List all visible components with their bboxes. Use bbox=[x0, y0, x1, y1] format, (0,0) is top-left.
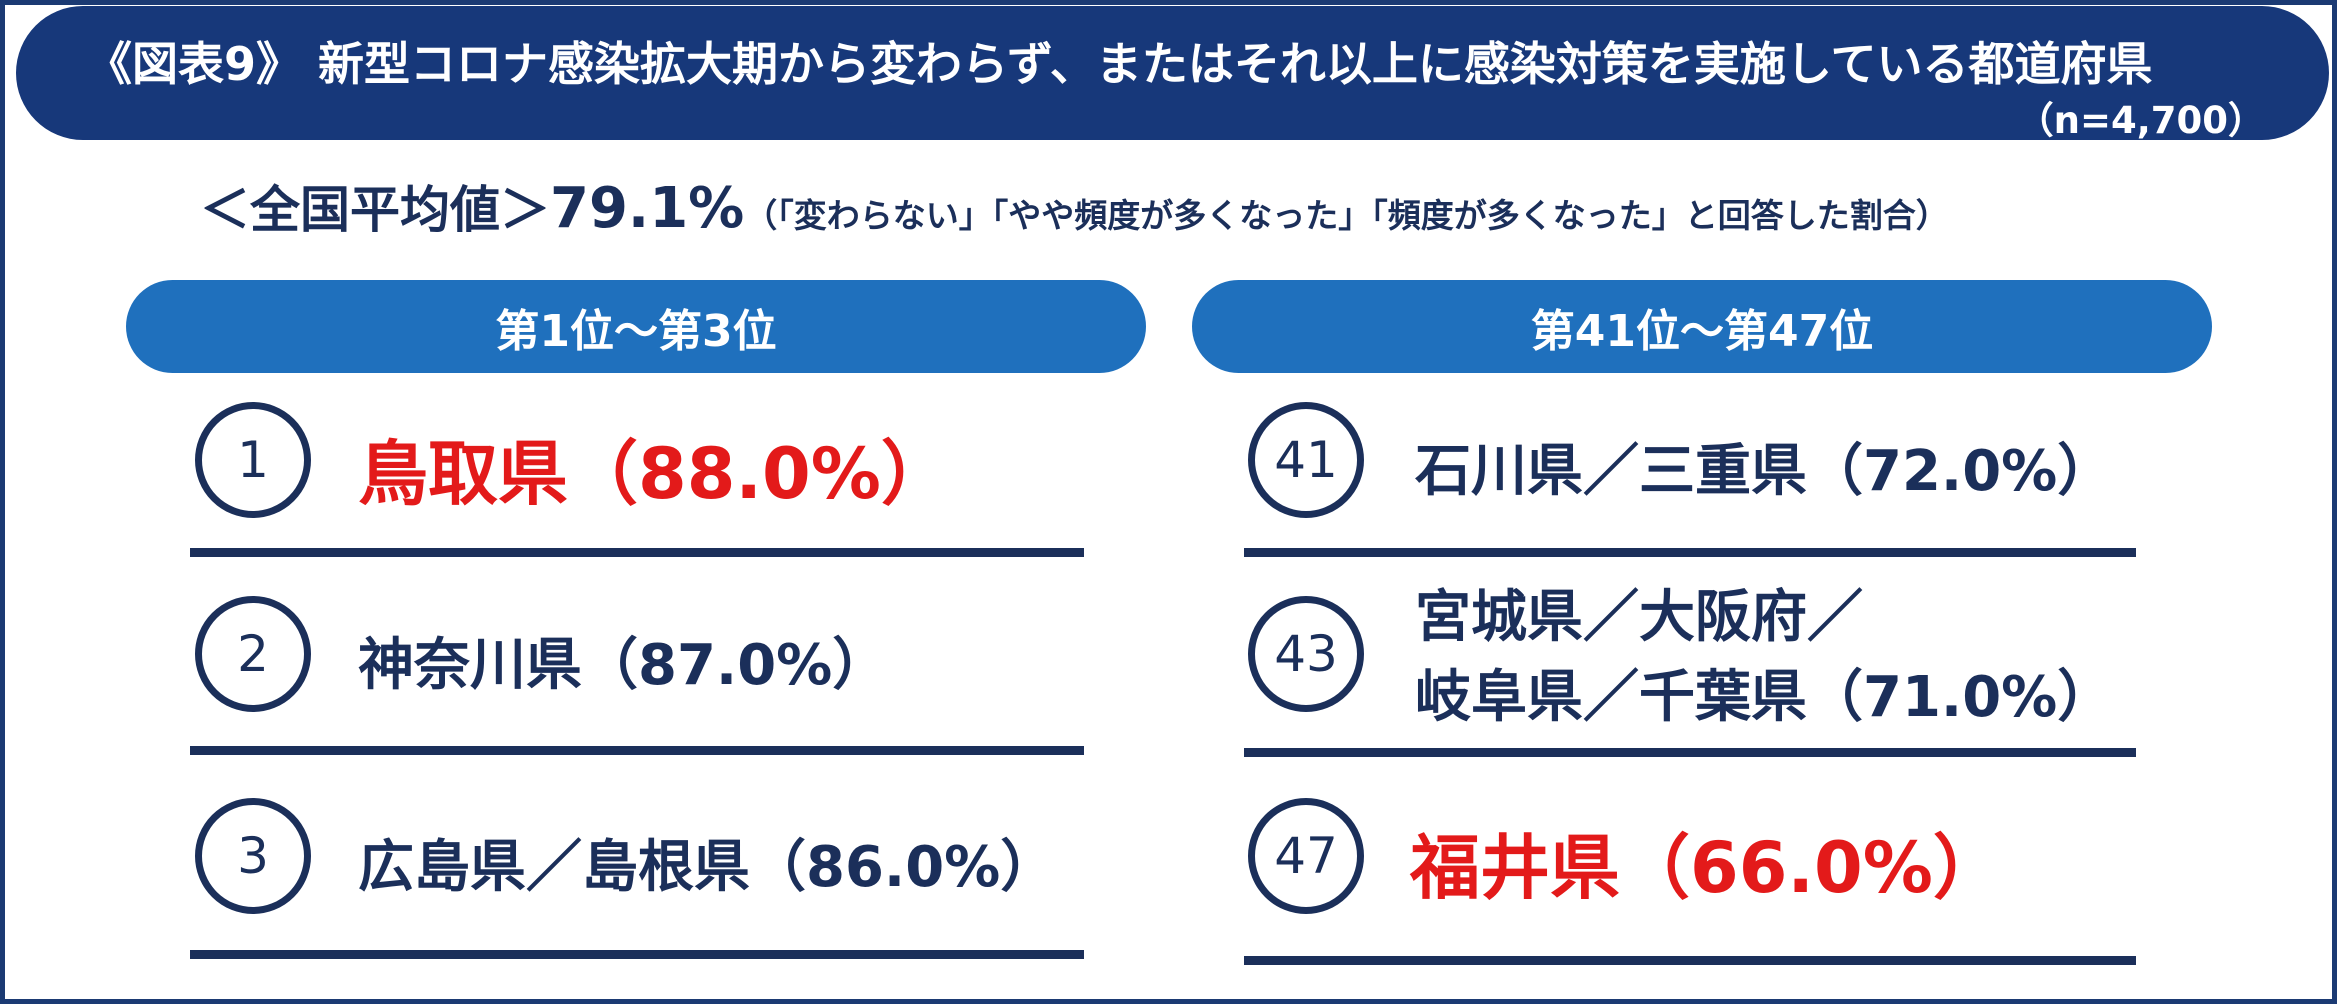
prefecture-entry-line-1: 宮城県／大阪府／ bbox=[1415, 585, 1863, 650]
national-average: ＜全国平均値＞79.1%（「変わらない」「やや頻度が多くなった」「頻度が多くなっ… bbox=[200, 174, 1949, 257]
average-note: （「変わらない」「やや頻度が多くなった」「頻度が多くなった」と回答した割合） bbox=[744, 196, 1949, 235]
divider bbox=[1244, 956, 2136, 965]
divider bbox=[1244, 748, 2136, 757]
sample-size: （n=4,700） bbox=[2016, 99, 2265, 142]
title-bar: 《図表9》 新型コロナ感染拡大期から変わらず、またはそれ以上に感染対策を実施して… bbox=[16, 6, 2329, 142]
divider bbox=[190, 746, 1084, 755]
rank-badge: 43 bbox=[1248, 596, 1364, 712]
average-label: ＜全国平均値＞ bbox=[200, 181, 550, 239]
prefecture-entry-multi: 宮城県／大阪府／ 岐阜県／千葉県（71.0%） bbox=[1415, 578, 2113, 738]
rank-badge: 2 bbox=[195, 596, 311, 712]
prefecture-entry: 広島県／島根県（86.0%） bbox=[358, 835, 1057, 900]
group-header-top: 第1位～第3位 bbox=[126, 280, 1146, 373]
prefecture-entry-line-2: 岐阜県／千葉県（71.0%） bbox=[1415, 665, 2114, 730]
rank-badge: 3 bbox=[195, 798, 311, 914]
prefecture-entry: 鳥取県（88.0%） bbox=[358, 433, 951, 515]
average-value: 79.1% bbox=[550, 176, 745, 241]
prefecture-entry: 神奈川県（87.0%） bbox=[358, 633, 889, 698]
prefecture-entry: 石川県／三重県（72.0%） bbox=[1415, 439, 2114, 504]
divider bbox=[190, 950, 1084, 959]
divider bbox=[190, 548, 1084, 557]
rank-badge: 1 bbox=[195, 402, 311, 518]
rank-badge: 41 bbox=[1248, 402, 1364, 518]
prefecture-entry: 福井県（66.0%） bbox=[1410, 827, 2003, 909]
group-header-bottom: 第41位～第47位 bbox=[1192, 280, 2212, 373]
rank-badge: 47 bbox=[1248, 798, 1364, 914]
divider bbox=[1244, 548, 2136, 557]
figure-title: 《図表9》 新型コロナ感染拡大期から変わらず、またはそれ以上に感染対策を実施して… bbox=[86, 37, 2153, 91]
